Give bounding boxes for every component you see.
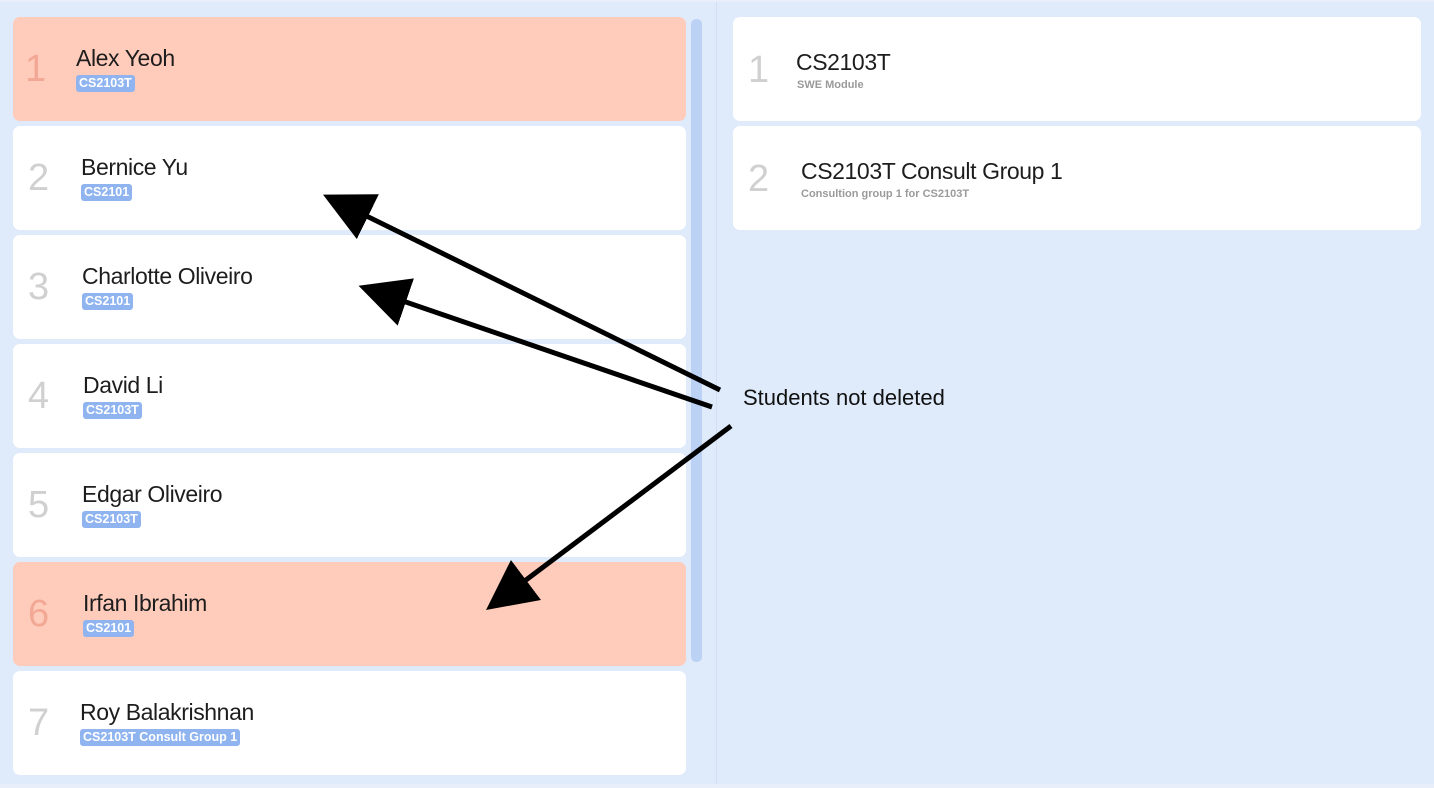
annotation-text: Students not deleted [743,385,945,410]
student-list-scrollbar[interactable] [691,19,702,662]
group-card-1[interactable]: 1 CS2103T SWE Module [733,17,1421,121]
group-index: 1 [748,49,770,91]
student-card-6[interactable]: 6 Irfan Ibrahim CS2101 [13,562,686,666]
student-index: 3 [28,266,50,308]
group-index: 2 [748,158,770,200]
student-index: 6 [28,593,50,635]
student-name: Alex Yeoh [76,45,175,71]
student-tag: CS2103T [82,511,141,528]
student-list-panel[interactable]: 1 Alex Yeoh CS2103T 2 Bernice Yu CS2101 … [0,2,717,784]
bottom-border [0,784,1434,788]
student-index: 7 [28,702,50,744]
student-card-1[interactable]: 1 Alex Yeoh CS2103T [13,17,686,121]
group-name: CS2103T [796,49,891,75]
student-card-5[interactable]: 5 Edgar Oliveiro CS2103T [13,453,686,557]
student-name: Bernice Yu [81,154,188,180]
group-description: SWE Module [797,79,864,91]
student-tag: CS2101 [83,620,135,637]
group-list-panel[interactable]: 1 CS2103T SWE Module 2 CS2103T Consult G… [717,2,1434,784]
student-card-3[interactable]: 3 Charlotte Oliveiro CS2101 [13,235,686,339]
student-name: David Li [83,372,163,398]
student-name: Irfan Ibrahim [83,590,207,616]
student-index: 5 [28,484,50,526]
top-border [0,0,1434,2]
student-name: Charlotte Oliveiro [82,263,253,289]
student-card-2[interactable]: 2 Bernice Yu CS2101 [13,126,686,230]
student-tag: CS2103T Consult Group 1 [80,729,241,746]
group-card-2[interactable]: 2 CS2103T Consult Group 1 Consultion gro… [733,126,1421,230]
student-tag: CS2101 [81,184,133,201]
student-card-4[interactable]: 4 David Li CS2103T [13,344,686,448]
student-tag: CS2103T [76,75,135,92]
student-name: Edgar Oliveiro [82,481,223,507]
group-name: CS2103T Consult Group 1 [801,158,1063,184]
group-description: Consultion group 1 for CS2103T [801,188,970,200]
student-tag: CS2101 [82,293,134,310]
student-name: Roy Balakrishnan [80,699,254,725]
student-tag: CS2103T [83,402,142,419]
student-card-7[interactable]: 7 Roy Balakrishnan CS2103T Consult Group… [13,671,686,775]
student-index: 4 [28,375,50,417]
student-index: 2 [28,157,50,199]
student-index: 1 [25,48,47,90]
